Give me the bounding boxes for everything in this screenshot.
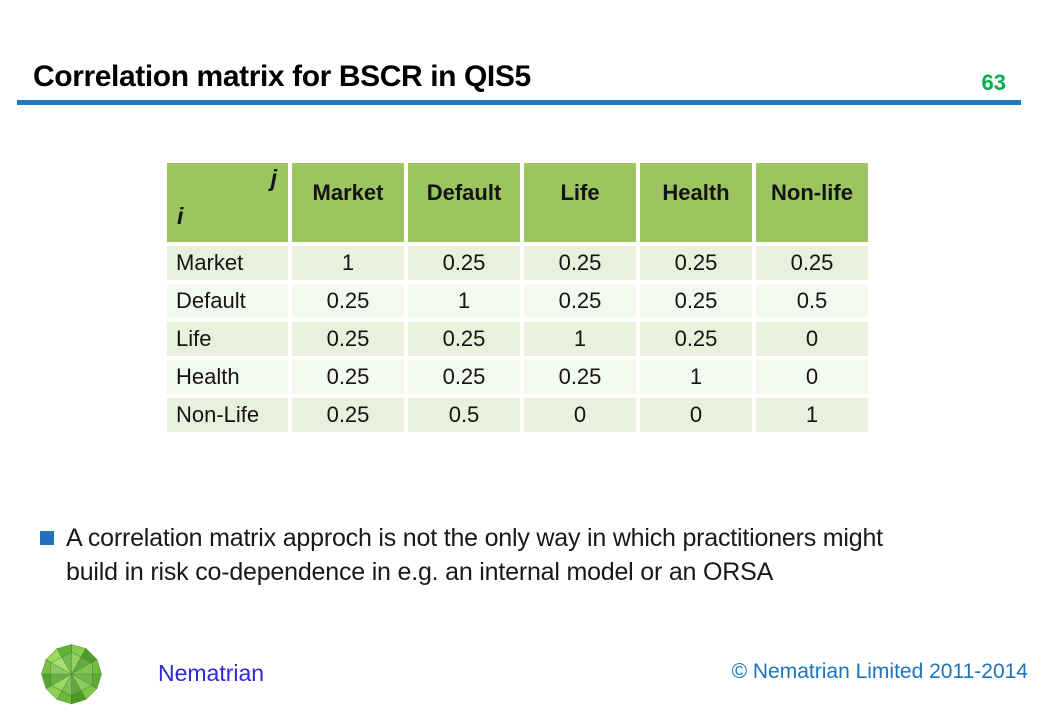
column-header-default: Default — [408, 163, 520, 242]
title-underline — [17, 100, 1021, 105]
bullet-square-icon — [40, 531, 54, 545]
page-number: 63 — [981, 70, 1006, 95]
corner-col-variable: j — [270, 165, 277, 191]
corner-header-cell: j i — [167, 163, 288, 242]
matrix-cell: 0.25 — [292, 398, 404, 432]
matrix-cell: 1 — [524, 322, 636, 356]
matrix-cell: 1 — [408, 284, 520, 318]
nematrian-logo-icon — [41, 644, 102, 705]
row-label-market: Market — [167, 246, 288, 280]
logo-wordmark: Nematrian — [158, 660, 265, 686]
table-row-health: Health 0.25 0.25 0.25 1 0 — [167, 360, 868, 394]
copyright-text: © Nematrian Limited 2011-2014 — [731, 660, 1028, 683]
matrix-cell: 0.25 — [292, 284, 404, 318]
matrix-cell: 0 — [524, 398, 636, 432]
matrix-cell: 0.25 — [408, 322, 520, 356]
column-header-life: Life — [524, 163, 636, 242]
matrix-cell: 1 — [640, 360, 752, 394]
matrix-cell: 0.25 — [408, 360, 520, 394]
matrix-cell: 0 — [640, 398, 752, 432]
matrix-cell: 0.25 — [640, 246, 752, 280]
matrix-cell: 0.5 — [756, 284, 868, 318]
matrix-cell: 0.25 — [524, 246, 636, 280]
row-label-health: Health — [167, 360, 288, 394]
column-header-market: Market — [292, 163, 404, 242]
matrix-cell: 0.25 — [640, 322, 752, 356]
column-header-health: Health — [640, 163, 752, 242]
row-label-default: Default — [167, 284, 288, 318]
bullet-text: A correlation matrix approch is not the … — [66, 521, 883, 589]
slide-title: Correlation matrix for BSCR in QIS5 — [33, 60, 531, 93]
matrix-cell: 0 — [756, 360, 868, 394]
bullet-item: A correlation matrix approch is not the … — [40, 521, 883, 589]
matrix-cell: 0 — [756, 322, 868, 356]
matrix-cell: 0.25 — [524, 284, 636, 318]
table-header: j i Market Default Life Health Non-life — [167, 163, 868, 242]
matrix-cell: 0.5 — [408, 398, 520, 432]
table-row-life: Life 0.25 0.25 1 0.25 0 — [167, 322, 868, 356]
matrix-cell: 1 — [756, 398, 868, 432]
table-body: Market 1 0.25 0.25 0.25 0.25 Default 0.2… — [167, 246, 868, 432]
matrix-cell: 0.25 — [524, 360, 636, 394]
row-label-life: Life — [167, 322, 288, 356]
column-header-nonlife: Non-life — [756, 163, 868, 242]
matrix-cell: 0.25 — [408, 246, 520, 280]
bullet-line: A correlation matrix approch is not the … — [66, 524, 883, 552]
matrix-cell: 0.25 — [292, 322, 404, 356]
bullet-line: build in risk co-dependence in e.g. an i… — [66, 558, 774, 586]
corner-row-variable: i — [177, 203, 184, 229]
matrix-cell: 1 — [292, 246, 404, 280]
header-row: j i Market Default Life Health Non-life — [167, 163, 868, 242]
matrix-cell: 0.25 — [292, 360, 404, 394]
matrix-cell: 0.25 — [756, 246, 868, 280]
table-row-default: Default 0.25 1 0.25 0.25 0.5 — [167, 284, 868, 318]
correlation-matrix-table: j i Market Default Life Health Non-life … — [163, 159, 872, 436]
table-row-market: Market 1 0.25 0.25 0.25 0.25 — [167, 246, 868, 280]
table-row-nonlife: Non-Life 0.25 0.5 0 0 1 — [167, 398, 868, 432]
matrix-cell: 0.25 — [640, 284, 752, 318]
row-label-nonlife: Non-Life — [167, 398, 288, 432]
